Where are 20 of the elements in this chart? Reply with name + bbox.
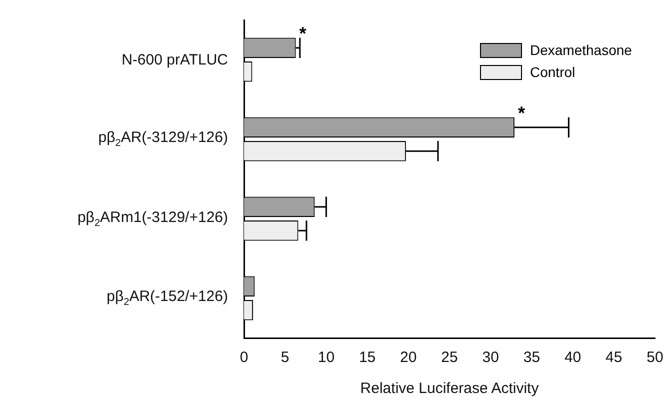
y-tick-label: pβ$_{2}$AR(-3129/+126) — [98, 129, 228, 150]
legend-label: Control — [530, 64, 576, 80]
y-tick-label: pβ$_{2}$AR(-152/+126) — [106, 288, 228, 308]
annotation: * — [299, 24, 306, 44]
x-tick-label: 45 — [606, 349, 622, 366]
y-tick-label: pβ$_{2}$ARm1(-3129/+126) — [77, 208, 228, 229]
x-tick-label: 40 — [564, 349, 582, 366]
x-tick-label: 30 — [482, 349, 499, 366]
x-tick-label: 20 — [400, 349, 417, 366]
x-tick-label: 50 — [646, 349, 664, 366]
y-tick-label: N-600 prATLUC — [122, 51, 228, 68]
x-tick-label: 35 — [523, 349, 540, 366]
x-axis-title: Relative Luciferase Activity — [360, 380, 540, 398]
x-tick-label: 15 — [358, 349, 376, 366]
legend-label: Dexamethasone — [530, 42, 632, 58]
x-tick-label: 10 — [318, 349, 335, 366]
x-tick-label: 25 — [441, 349, 458, 366]
x-tick-label: 0 — [240, 349, 248, 366]
annotation: * — [518, 103, 525, 124]
x-tick-label: 5 — [280, 349, 290, 366]
